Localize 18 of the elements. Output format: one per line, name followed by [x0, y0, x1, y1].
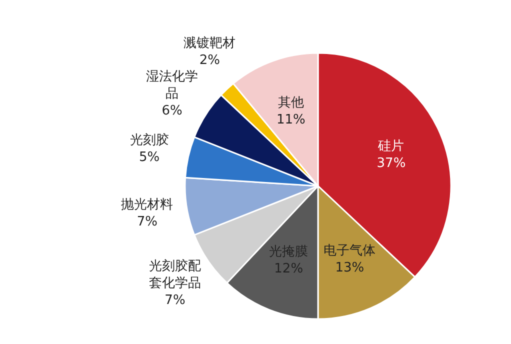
data-label: 13% [335, 260, 364, 276]
slice-label: 光掩膜 [269, 244, 308, 260]
slice-label: 溅镀靶材 [184, 35, 236, 50]
slice-label: 硅片 [377, 138, 404, 154]
data-label: 6% [162, 102, 182, 118]
data-label: 37% [376, 155, 406, 170]
data-label: 7% [164, 292, 186, 308]
data-label: 5% [138, 149, 160, 164]
slice-label: 电子气体 [324, 243, 376, 258]
data-label: 7% [136, 214, 158, 230]
slice-label: 光刻胶配套化学品 [149, 258, 201, 291]
slice-label: 其他 [278, 94, 304, 110]
slice-label: 光刻胶 [130, 132, 169, 148]
data-label: 11% [276, 112, 306, 127]
slice-label: 湿法化学品 [146, 68, 198, 101]
slice-label: 抛光材料 [121, 197, 174, 212]
data-label: 12% [274, 261, 304, 276]
data-label: 2% [199, 52, 220, 68]
